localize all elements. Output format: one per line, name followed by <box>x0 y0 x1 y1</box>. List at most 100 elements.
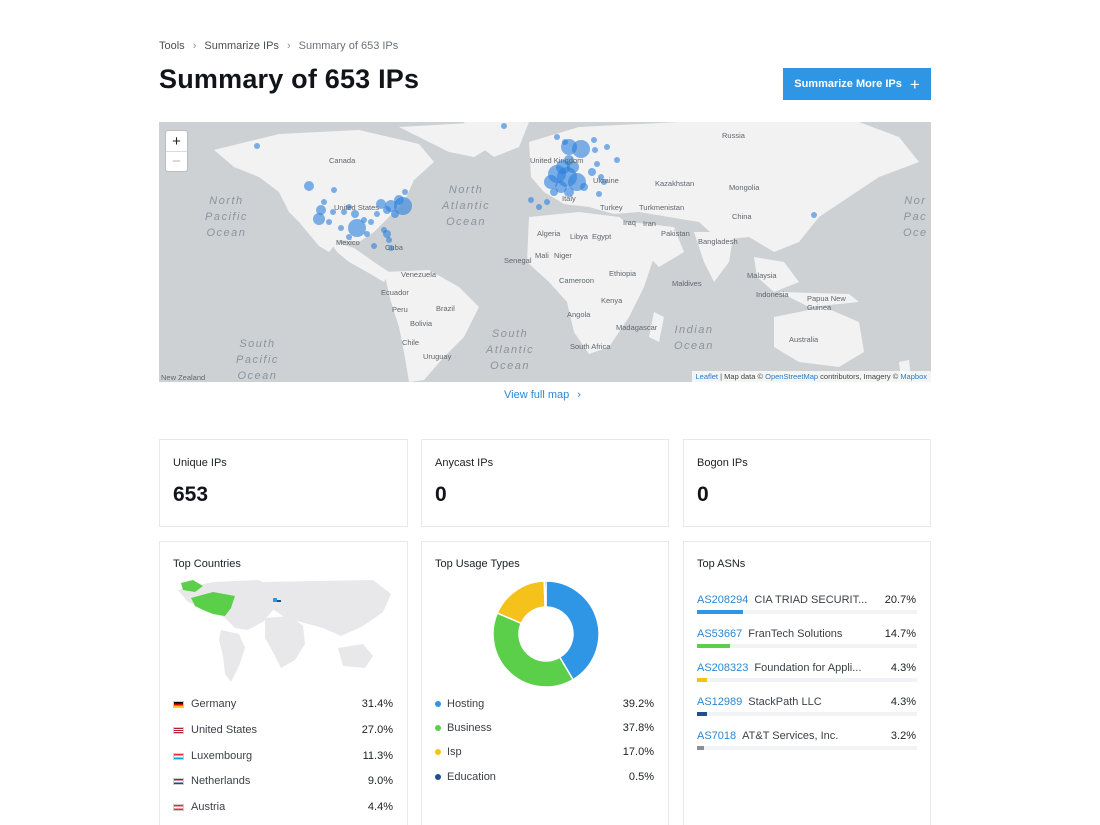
austria-flag-icon <box>173 803 184 811</box>
map-label-bolivia: Bolivia <box>410 319 433 328</box>
asn-bar-track <box>697 746 917 750</box>
isp-legend-dot <box>435 749 441 755</box>
country-name: Austria <box>191 801 226 813</box>
map-label-malaysia: Malaysia <box>747 271 777 280</box>
breadcrumb-summarize-ips[interactable]: Summarize IPs <box>204 40 279 52</box>
netherlands-flag-icon <box>173 777 184 785</box>
asn-row: AS208323 Foundation for Appli... 4.3% <box>697 662 917 686</box>
top-usage-types-panel: Top Usage Types Hosting 39.2% Business 3… <box>421 541 669 825</box>
map-label-algeria: Algeria <box>537 229 561 238</box>
asn-bar-track <box>697 712 917 716</box>
map-label-south-africa: South Africa <box>570 342 611 351</box>
stat-card-anycast-ips: Anycast IPs 0 <box>421 439 669 527</box>
country-row: United States 27.0% <box>173 722 393 738</box>
map-label-papua-new-guinea: Papua New Guinea <box>807 294 846 312</box>
asn-link[interactable]: AS208323 <box>697 662 749 674</box>
country-row: Austria 4.4% <box>173 799 393 815</box>
zoom-out-button[interactable]: − <box>166 151 187 171</box>
chevron-right-icon: › <box>286 40 291 52</box>
chevron-right-icon: › <box>577 389 581 401</box>
usage-pct: 0.5% <box>628 771 654 783</box>
country-name: United States <box>191 724 258 736</box>
countries-choropleth-map[interactable] <box>173 578 395 688</box>
asn-pct: 20.7% <box>884 594 916 606</box>
mapbox-link[interactable]: Mapbox <box>900 372 927 381</box>
summarize-more-ips-button[interactable]: Summarize More IPs + <box>783 68 931 100</box>
country-pct: 4.4% <box>367 801 393 813</box>
stat-value: 653 <box>173 483 209 506</box>
business-legend-dot <box>435 725 441 731</box>
map-label-indonesia: Indonesia <box>756 290 789 299</box>
map-label-turkey: Turkey <box>600 203 623 212</box>
asn-name: AT&T Services, Inc. <box>742 730 839 742</box>
map-tiles <box>159 122 931 382</box>
usage-name: Isp <box>447 746 462 758</box>
map-label-niger: Niger <box>554 251 572 260</box>
asn-name: FranTech Solutions <box>748 628 843 640</box>
country-row: Germany 31.4% <box>173 696 393 712</box>
world-map[interactable]: Canada Russia United States Mexico Cuba … <box>159 122 931 382</box>
asn-link[interactable]: AS53667 <box>697 628 743 640</box>
usage-row: Business 37.8% <box>435 720 654 736</box>
map-label-mongolia: Mongolia <box>729 183 760 192</box>
donut-slice-hosting[interactable] <box>545 580 600 681</box>
stat-card-bogon-ips: Bogon IPs 0 <box>683 439 931 527</box>
usage-name: Hosting <box>447 698 485 710</box>
map-label-cameroon: Cameroon <box>559 276 595 285</box>
asn-link[interactable]: AS7018 <box>697 730 737 742</box>
country-row: Luxembourg 11.3% <box>173 748 393 764</box>
usage-name: Business <box>447 722 492 734</box>
usage-row: Isp 17.0% <box>435 744 654 760</box>
donut-slice-education[interactable] <box>543 580 547 608</box>
map-label-australia: Australia <box>789 335 819 344</box>
panel-title: Top Usage Types <box>435 558 520 570</box>
map-label-bangladesh: Bangladesh <box>698 237 738 246</box>
top-asns-panel: Top ASNs AS208294 CIA TRIAD SECURIT... 2… <box>683 541 931 825</box>
asn-bar-fill <box>697 644 730 648</box>
zoom-in-button[interactable]: + <box>172 132 181 150</box>
asn-row: AS7018 AT&T Services, Inc. 3.2% <box>697 730 917 754</box>
ocean-label-north-pacific-east: Nor Pac Oce <box>903 195 928 239</box>
asn-link[interactable]: AS208294 <box>697 594 749 606</box>
breadcrumb-tools[interactable]: Tools <box>159 40 185 52</box>
asn-pct: 3.2% <box>890 730 916 742</box>
map-label-egypt: Egypt <box>592 232 612 241</box>
country-name: Netherlands <box>191 775 251 787</box>
us-flag-icon <box>173 726 184 734</box>
map-label-iraq: Iraq <box>623 218 636 227</box>
map-label-brazil: Brazil <box>436 304 455 313</box>
panel-title: Top Countries <box>173 558 241 570</box>
ocean-label-south-pacific: South Pacific Ocean <box>236 338 279 382</box>
map-attribution: Leaflet | Map data © OpenStreetMap contr… <box>691 371 931 382</box>
asn-bar-track <box>697 644 917 648</box>
donut-slice-business[interactable] <box>492 612 575 688</box>
osm-link[interactable]: OpenStreetMap <box>765 372 819 381</box>
stat-card-unique-ips: Unique IPs 653 <box>159 439 408 527</box>
education-legend-dot <box>435 774 441 780</box>
map-label-iran: Iran <box>643 219 656 228</box>
asn-name: Foundation for Appli... <box>754 662 862 674</box>
map-label-united-kingdom: United Kingdom <box>530 156 584 165</box>
map-label-kenya: Kenya <box>601 296 623 305</box>
view-full-map-link[interactable]: View full map › <box>504 389 581 401</box>
panel-title: Top ASNs <box>697 558 746 570</box>
leaflet-link[interactable]: Leaflet <box>695 372 719 381</box>
top-countries-panel: Top Countries Germany 31.4% United State… <box>159 541 408 825</box>
ip-markers <box>254 123 817 251</box>
luxembourg-flag-icon <box>173 752 184 760</box>
map-label-united-states: United States <box>334 203 380 212</box>
ocean-label-indian: Indian Ocean <box>674 324 714 352</box>
ocean-label-north-pacific: North Pacific Ocean <box>205 195 248 239</box>
asn-row: AS53667 FranTech Solutions 14.7% <box>697 628 917 652</box>
asn-link[interactable]: AS12989 <box>697 696 743 708</box>
map-label-angola: Angola <box>567 310 591 319</box>
asn-bar-fill <box>697 746 705 750</box>
map-label-canada: Canada <box>329 156 356 165</box>
ocean-label-north-atlantic: North Atlantic Ocean <box>442 184 491 228</box>
asn-pct: 4.3% <box>890 696 916 708</box>
usage-donut-chart[interactable] <box>492 580 600 688</box>
map-label-italy: Italy <box>562 194 576 203</box>
country-pct: 11.3% <box>362 750 393 762</box>
map-label-mexico: Mexico <box>336 238 360 247</box>
germany-flag-icon <box>173 700 184 708</box>
